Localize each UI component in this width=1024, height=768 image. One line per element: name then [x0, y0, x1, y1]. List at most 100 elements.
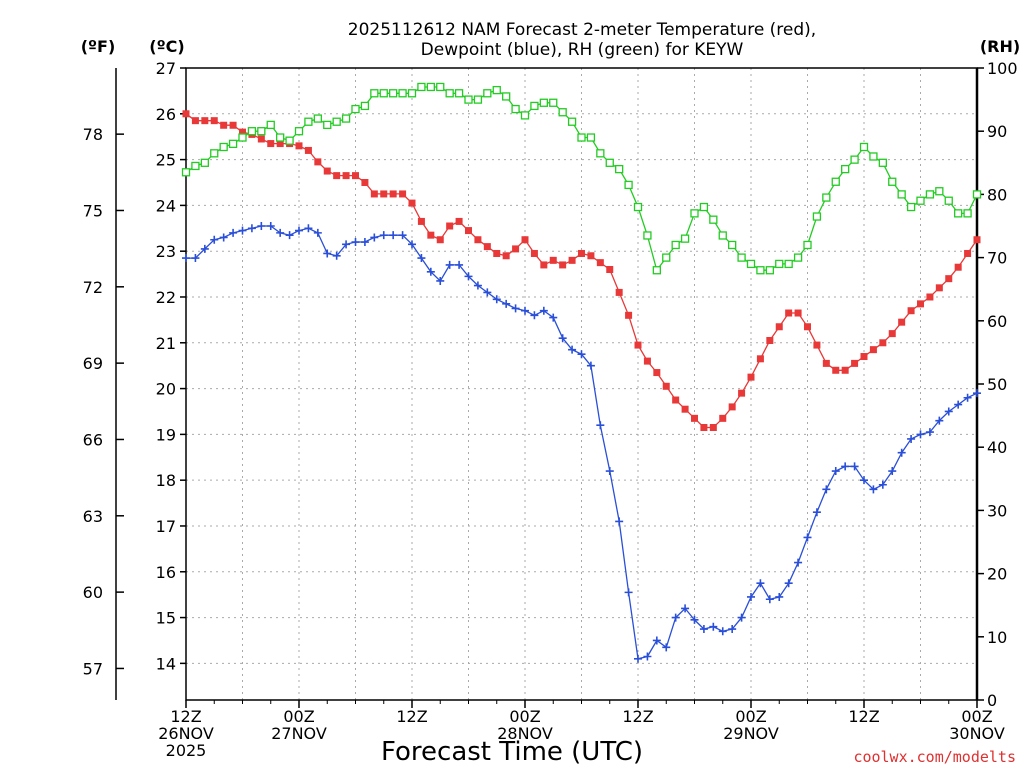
temperature-point — [446, 222, 454, 230]
relative-humidity-point — [793, 253, 803, 262]
relative-humidity-point — [897, 190, 906, 199]
celsius-tick-label: 17 — [156, 517, 176, 536]
celsius-tick-label: 14 — [156, 654, 176, 673]
dewpoint-point — [841, 462, 850, 471]
relative-humidity-point — [398, 89, 407, 98]
relative-humidity-point — [454, 89, 464, 98]
relative-humidity-point — [210, 149, 219, 158]
dewpoint-point — [182, 254, 190, 263]
temperature-point — [182, 110, 190, 118]
dewpoint-point — [389, 231, 398, 240]
celsius-tick-label: 16 — [156, 563, 176, 582]
dewpoint-point — [822, 485, 831, 494]
relative-humidity-point — [709, 215, 718, 224]
relative-humidity-point — [869, 152, 878, 161]
temperature-point — [785, 309, 793, 317]
dewpoint-point — [671, 613, 680, 622]
temperature-point — [380, 190, 388, 198]
relative-humidity-point — [643, 231, 652, 240]
dewpoint-point — [925, 428, 934, 437]
temperature-point — [973, 236, 981, 244]
dewpoint-point — [379, 231, 388, 240]
dewpoint-point — [634, 654, 642, 663]
celsius-tick-label: 20 — [156, 380, 176, 399]
temperature-point — [370, 190, 378, 198]
temperature-point — [239, 128, 246, 136]
relative-humidity-point — [530, 101, 539, 111]
temperature-point — [804, 323, 811, 331]
dewpoint-point — [530, 311, 539, 320]
chart-title-line1: 2025112612 NAM Forecast 2-meter Temperat… — [348, 20, 816, 40]
axes — [115, 67, 984, 708]
relative-humidity-point — [567, 117, 577, 126]
fahrenheit-tick-label: 72 — [83, 278, 103, 297]
relative-humidity-point — [944, 196, 953, 205]
relative-humidity-point — [586, 133, 596, 142]
temperature-point — [822, 359, 830, 367]
x-tick-label: 27NOV — [271, 724, 327, 743]
data-series — [181, 82, 982, 663]
dewpoint-point — [295, 226, 303, 235]
fahrenheit-tick-label: 75 — [83, 201, 103, 220]
fahrenheit-unit-label: (ºF) — [81, 37, 116, 56]
temperature-point — [361, 178, 369, 186]
temperature-point — [257, 135, 265, 143]
dewpoint-point — [464, 272, 473, 281]
temperature-point — [709, 424, 717, 432]
dewpoint-point — [662, 643, 671, 652]
relative-humidity-point — [737, 253, 746, 262]
dewpoint-point — [502, 299, 511, 308]
temperature-point — [596, 259, 604, 267]
temperature-point — [888, 330, 896, 338]
temperature-point — [662, 382, 670, 390]
relative-humidity-point — [878, 158, 887, 167]
temperature-point — [455, 217, 463, 225]
dewpoint-point — [370, 233, 379, 242]
temperature-point — [229, 121, 237, 129]
chart-title-line2: Dewpoint (blue), RH (green) for KEYW — [421, 40, 744, 60]
relative-humidity-point — [690, 209, 699, 218]
temperature-point — [267, 140, 275, 148]
dewpoint-point — [718, 627, 727, 636]
dewpoint-point — [200, 244, 209, 253]
dewpoint-point — [586, 361, 595, 370]
relative-humidity-point — [313, 114, 322, 123]
relative-humidity-point — [520, 111, 530, 120]
relative-humidity-point — [341, 114, 351, 123]
rh-unit-label: (RH) — [980, 37, 1020, 56]
fahrenheit-tick-label: 63 — [83, 507, 103, 526]
dewpoint-point — [558, 334, 567, 343]
relative-humidity-point — [332, 117, 341, 126]
temperature-point — [653, 369, 661, 377]
rh-tick-label: 0 — [987, 691, 997, 710]
dewpoint-series — [182, 222, 981, 663]
temperature-point — [474, 236, 482, 244]
temperature-point — [625, 311, 633, 319]
dewpoint-point — [285, 231, 294, 240]
dewpoint-point — [417, 254, 426, 263]
relative-humidity-point — [181, 168, 191, 177]
dewpoint-point — [737, 613, 746, 622]
dewpoint-point — [229, 228, 238, 237]
dewpoint-point — [728, 625, 737, 634]
relative-humidity-point — [436, 82, 445, 92]
temperature-point — [643, 357, 651, 365]
x-tick-label: 12Z — [396, 707, 427, 726]
dewpoint-point — [436, 276, 445, 285]
dewpoint-point — [539, 306, 548, 315]
relative-humidity-point — [370, 89, 379, 98]
temperature-point — [851, 359, 859, 367]
dewpoint-point — [803, 533, 812, 542]
relative-humidity-point — [765, 266, 774, 275]
relative-humidity-series — [181, 82, 982, 275]
dewpoint-point — [191, 254, 200, 263]
dewpoint-point — [521, 306, 529, 315]
dewpoint-point — [812, 508, 821, 517]
relative-humidity-point — [718, 231, 727, 240]
dewpoint-point — [916, 430, 925, 439]
fahrenheit-tick-label: 60 — [83, 583, 103, 602]
relative-humidity-point — [558, 108, 567, 117]
rh-tick-label: 90 — [987, 122, 1007, 141]
temperature-point — [926, 293, 934, 301]
